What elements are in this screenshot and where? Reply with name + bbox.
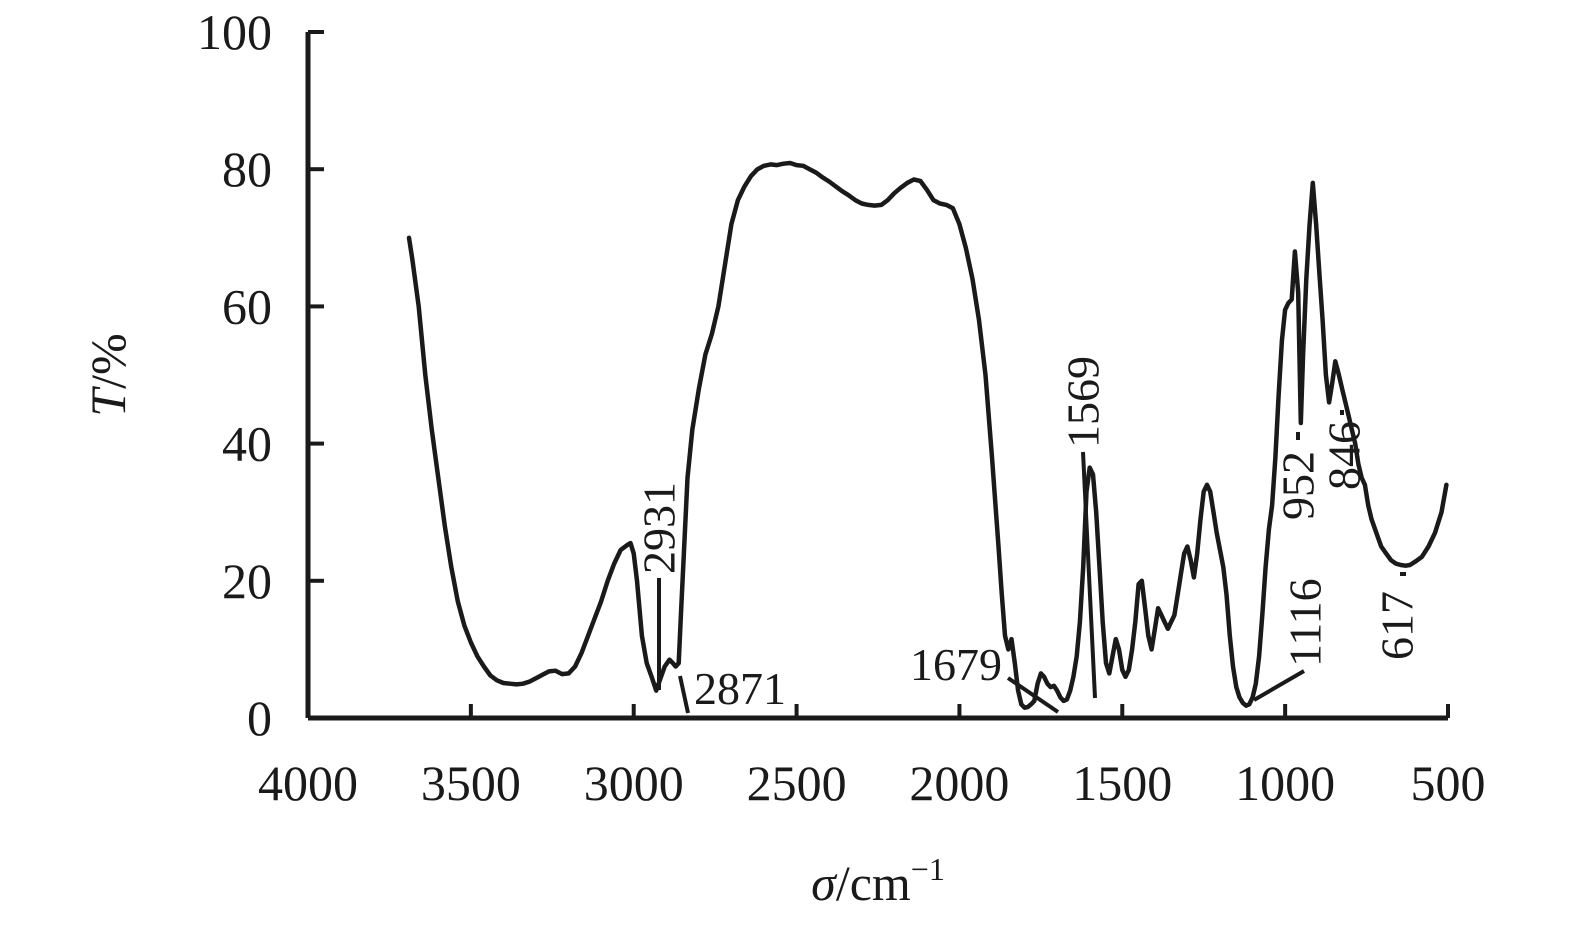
peak-annotation: 1116 (1252, 578, 1331, 702)
x-axis-exponent: −1 (911, 851, 945, 887)
y-tick-label: 20 (222, 553, 272, 609)
peak-label: 2871 (694, 663, 786, 714)
peak-label: 1679 (910, 639, 1002, 690)
x-axis-unit: /cm (836, 855, 911, 911)
peak-label: 617 (1372, 591, 1423, 660)
peak-label: 1116 (1280, 578, 1331, 667)
peak-label: 1569 (1058, 356, 1109, 448)
spectrum-series (406, 160, 1449, 710)
x-tick-label: 3500 (421, 755, 521, 811)
peak-annotation: 2931 (634, 482, 685, 690)
peak-label: 846 (1319, 421, 1370, 490)
x-ticks: 4000 3500 3000 2500 2000 1500 1000 500 (258, 704, 1486, 811)
peak-label: 2931 (634, 482, 685, 574)
x-tick-label: 500 (1411, 755, 1486, 811)
peak-annotation: 1679 (910, 639, 1060, 714)
y-axis-title: T/% (80, 333, 136, 416)
peak-leader-line (678, 675, 690, 714)
peak-annotation: 617 (1372, 572, 1423, 660)
x-axis-symbol: σ (811, 855, 838, 911)
x-tick-label: 1000 (1235, 755, 1335, 811)
x-axis-title: σ/cm−1 (811, 851, 945, 911)
y-tick-label: 60 (222, 278, 272, 334)
peak-annotation: 846 (1319, 410, 1370, 490)
peak-leader-line (1252, 669, 1306, 702)
peak-label: 952 (1273, 451, 1324, 520)
peak-annotation: 1569 (1058, 356, 1109, 699)
peak-annotation: 2871 (678, 663, 786, 714)
x-tick-label: 3000 (584, 755, 684, 811)
y-tick-label: 100 (197, 4, 272, 60)
y-tick-label: 0 (247, 690, 272, 746)
y-axis-unit: /% (80, 333, 136, 389)
x-tick-label: 4000 (258, 755, 358, 811)
y-tick-label: 80 (222, 141, 272, 197)
peak-leader-line (1006, 676, 1060, 714)
y-ticks: 0 20 40 60 80 100 (197, 4, 324, 746)
peak-leader-line (1081, 451, 1097, 699)
x-tick-label: 1500 (1072, 755, 1172, 811)
spectrum-line (406, 160, 1449, 710)
axes (305, 32, 1448, 721)
x-tick-label: 2000 (909, 755, 1009, 811)
x-tick-label: 2500 (747, 755, 847, 811)
peak-annotation: 952 (1273, 432, 1324, 520)
y-axis-symbol: T (80, 386, 136, 417)
y-tick-label: 40 (222, 416, 272, 472)
